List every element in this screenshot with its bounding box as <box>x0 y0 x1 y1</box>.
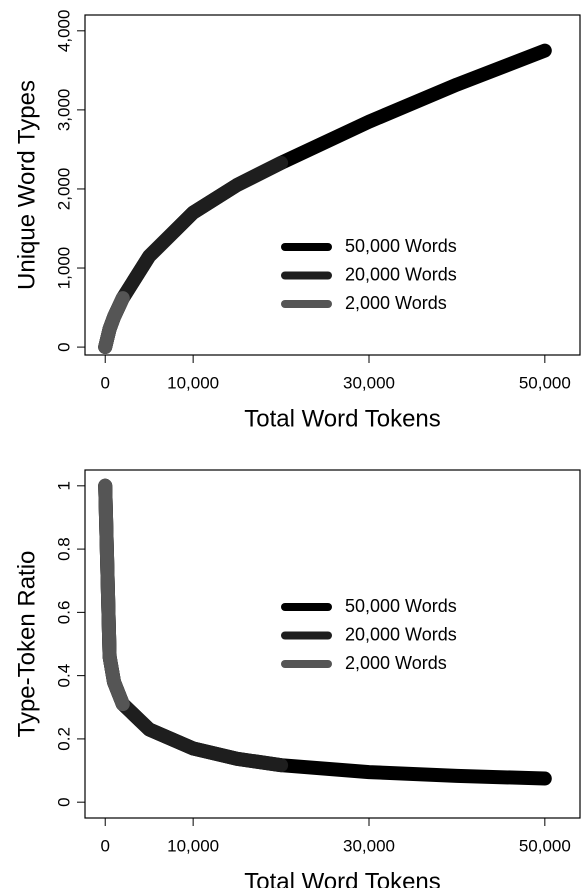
y-tick-label: 3,000 <box>54 89 73 132</box>
x-tick-label: 10,000 <box>167 836 219 855</box>
x-tick-label: 10,000 <box>167 373 219 392</box>
x-tick-label: 30,000 <box>343 373 395 392</box>
y-tick-label: 0.6 <box>54 601 73 625</box>
y-tick-label: 0.2 <box>54 727 73 751</box>
plot-frame <box>84 469 581 819</box>
x-tick-label: 0 <box>100 373 109 392</box>
y-tick-label: 0.4 <box>54 664 73 688</box>
series-line <box>98 291 130 354</box>
y-tick-label: 2,000 <box>54 168 73 211</box>
series-line <box>98 478 130 712</box>
legend-label: 50,000 Words <box>345 236 457 256</box>
x-axis-title: Total Word Tokens <box>244 405 441 432</box>
y-axis-title: Unique Word Types <box>13 80 40 290</box>
series-line <box>98 155 289 354</box>
y-tick-label: 1,000 <box>54 247 73 290</box>
legend-label: 20,000 Words <box>345 264 457 284</box>
x-tick-label: 30,000 <box>343 836 395 855</box>
x-tick-label: 50,000 <box>519 836 571 855</box>
legend-label: 50,000 Words <box>345 596 457 616</box>
legend-label: 2,000 Words <box>345 293 447 313</box>
y-tick-label: 0.8 <box>54 537 73 561</box>
legend-label: 2,000 Words <box>345 653 447 673</box>
plot-frame <box>84 14 581 356</box>
y-tick-label: 0 <box>54 342 73 351</box>
x-tick-label: 50,000 <box>519 373 571 392</box>
legend-label: 20,000 Words <box>345 624 457 644</box>
y-tick-label: 4,000 <box>54 10 73 53</box>
series-line <box>98 478 289 773</box>
x-tick-label: 0 <box>100 836 109 855</box>
y-tick-label: 1 <box>54 481 73 490</box>
x-axis-title: Total Word Tokens <box>244 868 441 888</box>
y-tick-label: 0 <box>54 797 73 806</box>
y-axis-title: Type-Token Ratio <box>13 551 40 738</box>
